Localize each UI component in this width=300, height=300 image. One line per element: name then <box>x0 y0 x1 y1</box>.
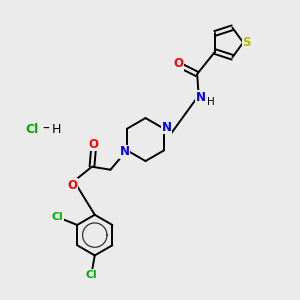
Text: N: N <box>161 121 172 134</box>
Text: Cl: Cl <box>85 270 97 280</box>
Text: H: H <box>52 123 62 136</box>
Text: N: N <box>119 145 130 158</box>
Text: H: H <box>207 97 215 107</box>
Text: –: – <box>42 122 49 136</box>
Text: S: S <box>242 36 251 49</box>
Text: Cl: Cl <box>26 123 39 136</box>
Text: O: O <box>88 137 98 151</box>
Text: Cl: Cl <box>52 212 64 222</box>
Text: O: O <box>174 57 184 70</box>
Text: N: N <box>196 91 206 103</box>
Text: O: O <box>68 179 78 192</box>
